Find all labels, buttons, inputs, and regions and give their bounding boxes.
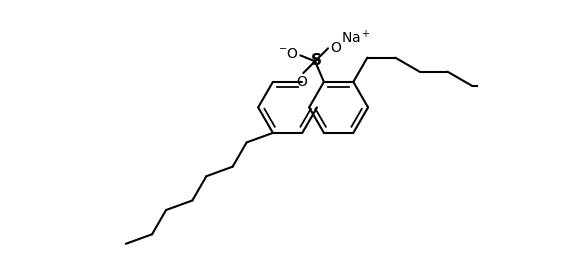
Text: O: O [297, 75, 308, 89]
Text: Na$^+$: Na$^+$ [341, 29, 371, 46]
Text: O: O [330, 41, 340, 55]
Text: S: S [311, 52, 322, 68]
Text: $^{-}$O: $^{-}$O [278, 47, 298, 61]
